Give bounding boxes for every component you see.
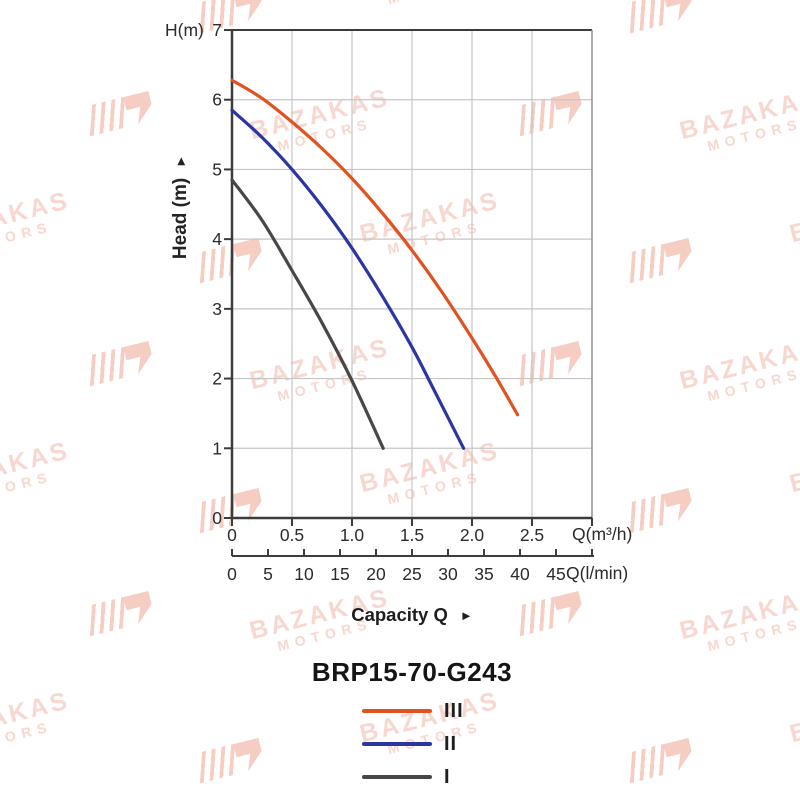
up-arrow-icon: ► — [173, 154, 188, 168]
y-tick-label: 1 — [212, 438, 222, 458]
y-tick-label: 6 — [212, 90, 222, 110]
legend-line-icon — [362, 709, 432, 713]
legend-item-III: III — [362, 697, 464, 725]
legend-line-icon — [362, 775, 432, 779]
legend-label: III — [444, 699, 464, 722]
y-tick-label: 0 — [212, 508, 222, 528]
legend-item-II: II — [362, 730, 464, 758]
x-axis-title: Capacity Q ► — [312, 604, 512, 626]
legend-label: I — [444, 765, 451, 788]
y-axis-unit-label: H(m) — [165, 20, 204, 40]
capacity-text: Capacity Q — [351, 604, 448, 625]
lmin-tick-label: 45 — [546, 564, 565, 584]
legend-item-I: I — [362, 763, 464, 791]
lmin-tick-label: 40 — [510, 564, 530, 584]
lmin-tick-label: 0 — [227, 564, 237, 584]
legend-label: II — [444, 732, 458, 755]
x-tick-label: 0 — [227, 525, 237, 545]
x-tick-label: 0.5 — [280, 525, 304, 545]
y-axis-title: Head (m) ► — [170, 122, 192, 292]
x-axis-primary-unit-label: Q(m³/h) — [572, 524, 633, 544]
lmin-tick-label: 20 — [366, 564, 386, 584]
y-tick-label: 3 — [212, 299, 222, 319]
lmin-tick-label: 10 — [294, 564, 314, 584]
x-axis-secondary-unit-label: Q(l/min) — [566, 563, 629, 583]
y-tick-label: 7 — [212, 20, 222, 40]
x-tick-label: 2.0 — [460, 525, 485, 545]
y-tick-label: 2 — [212, 369, 222, 389]
right-arrow-icon: ► — [459, 608, 473, 623]
curve-III — [230, 78, 520, 417]
lmin-tick-label: 5 — [263, 564, 273, 584]
y-tick-label: 4 — [212, 229, 222, 249]
x-tick-label: 1.0 — [340, 525, 365, 545]
legend-line-icon — [362, 742, 432, 746]
lmin-tick-label: 15 — [330, 564, 349, 584]
lmin-tick-label: 30 — [438, 564, 458, 584]
curve-I — [230, 178, 385, 450]
lmin-tick-label: 35 — [474, 564, 493, 584]
x-tick-label: 1.5 — [400, 525, 424, 545]
legend: III II I — [362, 697, 464, 791]
curve-II — [230, 108, 466, 450]
head-axis-text: Head (m) — [170, 177, 191, 260]
y-tick-label: 5 — [212, 159, 222, 179]
chart-title: BRP15-70-G243 — [311, 657, 513, 687]
lmin-tick-label: 25 — [402, 564, 421, 584]
x-tick-label: 2.5 — [520, 525, 544, 545]
